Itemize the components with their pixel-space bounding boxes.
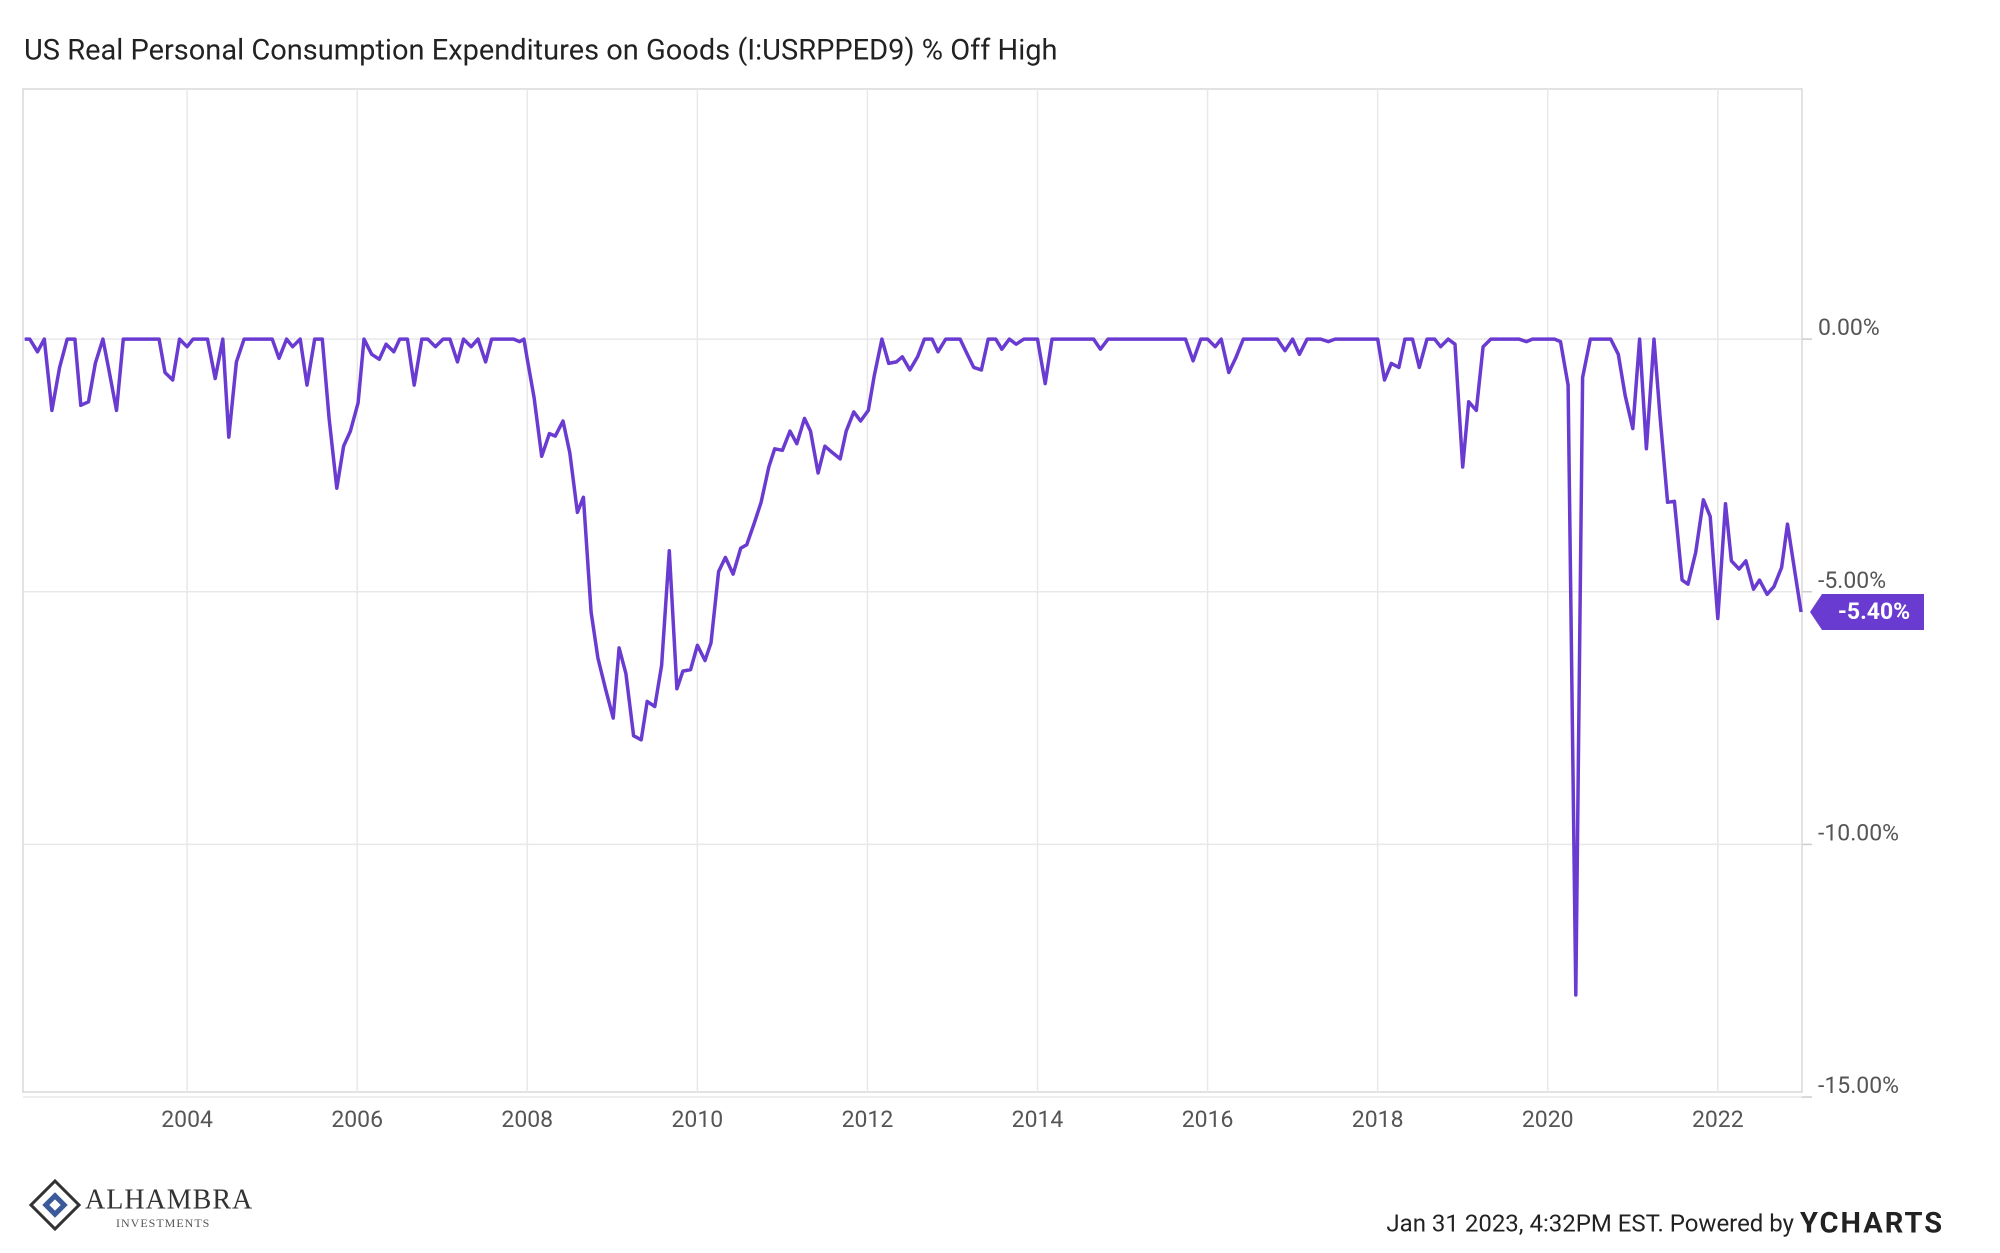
x-tick-label: 2016	[1182, 1106, 1234, 1133]
y-tick-label: 0.00%	[1818, 314, 1880, 341]
plot-frame	[22, 88, 1803, 1093]
x-tick-label: 2018	[1352, 1106, 1404, 1133]
end-label: -5.40%	[1838, 598, 1910, 625]
timestamp: Jan 31 2023, 4:32PM EST. Powered by	[1386, 1209, 1794, 1237]
brand: YCHARTS	[1800, 1207, 1944, 1241]
x-tick-label: 2012	[842, 1106, 894, 1133]
x-tick-label: 2020	[1522, 1106, 1574, 1133]
x-tick-label: 2004	[161, 1106, 213, 1133]
logo: ALHAMBRA INVESTMENTS	[28, 1178, 253, 1232]
logo-name: ALHAMBRA	[85, 1184, 253, 1215]
y-tick-label: -10.00%	[1818, 819, 1899, 846]
chart-title: US Real Personal Consumption Expenditure…	[24, 34, 1058, 68]
x-tick-label: 2022	[1692, 1106, 1744, 1133]
x-tick-label: 2008	[501, 1106, 553, 1133]
x-tick-label: 2006	[331, 1106, 383, 1133]
x-tick-label: 2010	[671, 1106, 723, 1133]
logo-sub: INVESTMENTS	[116, 1216, 210, 1230]
x-tick-label: 2014	[1012, 1106, 1064, 1133]
series-line	[24, 337, 1803, 997]
y-tick-label: -15.00%	[1818, 1072, 1899, 1099]
end-label-tag	[1810, 593, 1924, 630]
y-tick-label: -5.00%	[1818, 567, 1886, 594]
